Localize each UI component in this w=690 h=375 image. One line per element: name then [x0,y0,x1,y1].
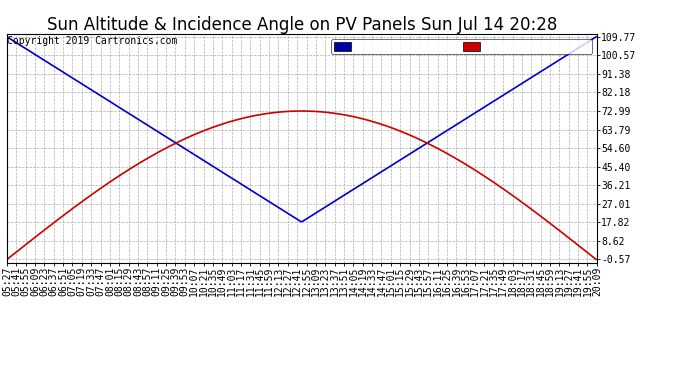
Title: Sun Altitude & Incidence Angle on PV Panels Sun Jul 14 20:28: Sun Altitude & Incidence Angle on PV Pan… [47,16,557,34]
Text: Copyright 2019 Cartronics.com: Copyright 2019 Cartronics.com [8,36,178,46]
Legend: Incident (Angle °), Altitude (Angle °): Incident (Angle °), Altitude (Angle °) [331,39,592,54]
